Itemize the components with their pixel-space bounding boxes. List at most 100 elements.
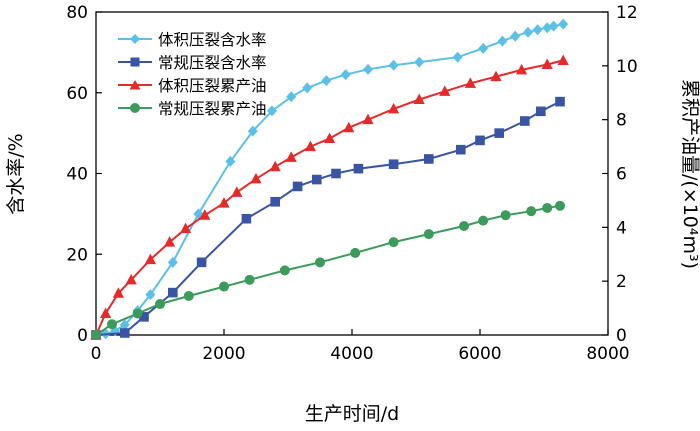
data-point [526,206,537,217]
legend-marker-square [130,57,140,67]
y-axis-right-title: 累积产油量/(×10⁴m³) [679,79,700,269]
data-point [321,75,332,87]
data-point [145,289,156,301]
data-point [558,18,569,30]
data-point [388,59,399,71]
data-point [279,265,290,276]
data-point [155,299,165,310]
legend-marker-circle [130,103,140,113]
y-left-tick-label: 20 [66,245,88,265]
data-point [388,159,399,170]
data-point [456,144,466,155]
data-point [536,106,546,117]
x-axis-title: 生产时间/d [305,403,399,425]
data-point [164,236,176,247]
legend-marker-diamond [130,34,140,44]
data-point [119,319,130,331]
data-point [494,128,504,138]
y-right-tick-label: 8 [616,111,627,131]
legend-item-volume-frac-cum-oil: 体积压裂累产油 [118,77,267,95]
data-point [304,140,316,152]
data-point [475,135,485,146]
data-point [168,287,178,298]
data-point [315,257,325,268]
legend-label-conventional-frac-cum-oil: 常规压裂累产油 [158,100,267,118]
legend-label-conventional-frac-water-cut: 常规压裂含水率 [158,54,267,72]
data-point [231,186,243,197]
data-point [285,151,297,162]
data-point [423,229,434,240]
legend-label-volume-frac-water-cut: 体积压裂含水率 [158,31,267,49]
data-point [500,210,511,221]
data-point [353,163,364,174]
data-point [167,256,178,268]
series-1 [91,96,565,340]
data-point [270,196,280,207]
data-point [516,63,528,75]
y-right-tick-label: 0 [616,326,627,346]
data-point [324,132,336,144]
data-point [497,35,508,47]
data-point [183,290,194,301]
data-point [241,213,252,224]
data-point [269,160,281,172]
x-tick-label: 8000 [586,344,629,364]
data-point [555,96,565,107]
data-point [132,308,143,319]
x-tick-label: 0 [91,344,102,364]
y-right-tick-label: 10 [616,57,638,77]
data-point [100,307,112,318]
data-point [125,273,137,285]
data-point [439,85,451,96]
data-point [139,312,149,322]
data-point [219,281,229,292]
legend-item-volume-frac-water-cut: 体积压裂含水率 [118,31,267,49]
legend-marker-triangle [129,80,141,90]
data-point [464,77,476,88]
legend-item-conventional-frac-water-cut: 常规压裂含水率 [118,54,267,72]
data-point [225,155,236,167]
data-point [490,70,502,82]
data-point [362,113,374,125]
y-right-tick-label: 12 [616,3,638,23]
data-point [555,200,565,211]
y-right-tick-label: 4 [616,218,627,238]
y-axis-left-title: 含水率/% [5,133,27,214]
y-left-tick-label: 0 [77,326,88,346]
y-right-tick-label: 2 [616,272,627,292]
y-left-tick-label: 60 [66,84,88,104]
data-point [478,42,489,54]
series-2 [90,54,569,340]
legend: 体积压裂含水率 常规压裂含水率 体积压裂累产油 常规压裂累产油 [118,31,267,118]
data-point [363,63,373,75]
data-point [413,93,425,104]
x-tick-label: 2000 [202,344,245,364]
data-point [424,154,434,164]
data-point [120,328,130,338]
legend-item-conventional-frac-cum-oil: 常规压裂累产油 [118,100,267,118]
data-point [247,125,258,137]
y-left-tick-label: 40 [66,165,88,185]
data-point [340,69,351,81]
data-point [292,181,303,192]
data-point [112,287,124,298]
data-point [267,105,277,117]
data-point [250,172,262,184]
data-point [302,82,313,94]
data-point [542,202,553,213]
series-3 [91,200,565,340]
x-tick-label: 6000 [458,344,501,364]
data-point [478,215,489,226]
data-point [244,274,255,285]
data-point [452,51,463,63]
series-line [95,204,561,336]
data-point [414,56,425,68]
data-point [312,174,322,185]
series-layer [90,18,569,341]
legend-label-volume-frac-cum-oil: 体积压裂累产油 [158,77,267,95]
data-point [196,257,207,268]
data-point [557,54,569,65]
